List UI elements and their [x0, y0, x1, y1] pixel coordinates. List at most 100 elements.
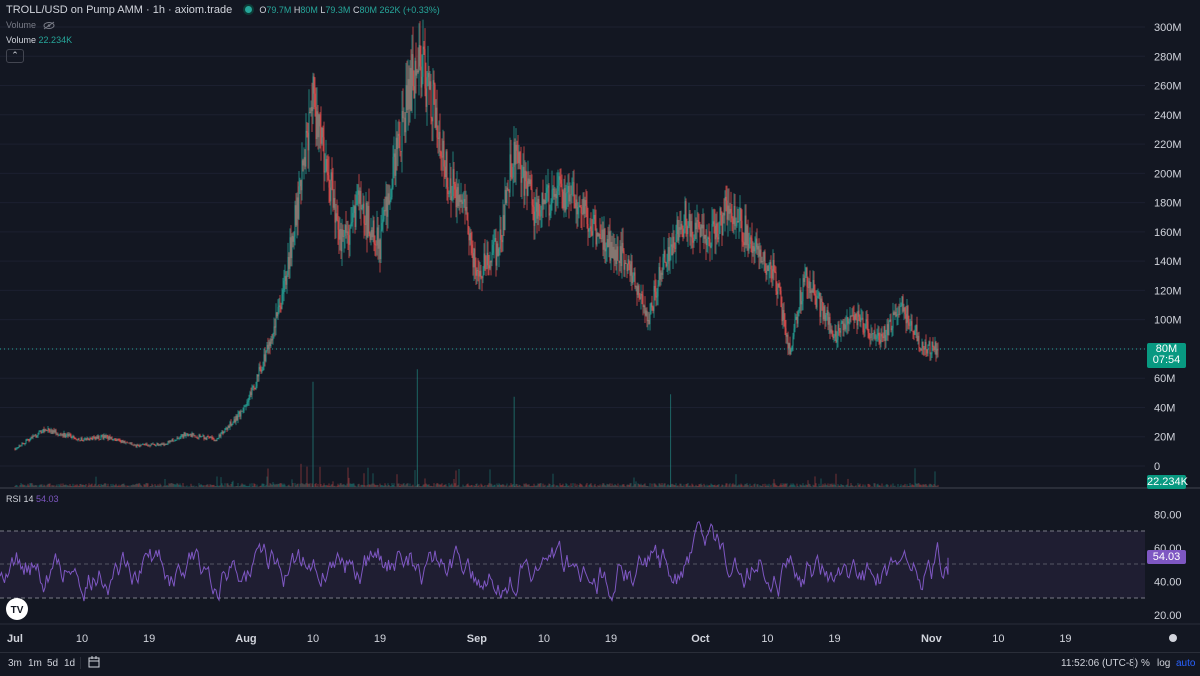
candle-body: [347, 231, 349, 236]
volume-bar: [56, 484, 58, 488]
volume-bar: [919, 484, 921, 488]
volume-bar: [835, 473, 837, 488]
candle-body: [566, 192, 568, 194]
candle-body: [447, 186, 449, 194]
volume-bar: [707, 485, 709, 488]
rsi-pane: [0, 520, 1145, 603]
price-axis-label: 160M: [1154, 227, 1182, 239]
collapse-legend-button[interactable]: ⌃: [6, 49, 24, 63]
volume-bar: [603, 483, 605, 488]
candle-body: [567, 185, 569, 193]
volume-bar: [781, 485, 783, 488]
range-5d-button[interactable]: 5d: [47, 658, 59, 669]
candle-body: [705, 234, 707, 246]
volume-bar: [169, 483, 171, 488]
volume-bar: [457, 484, 459, 488]
candle-body: [918, 335, 920, 348]
volume-legend[interactable]: Volume 22.234K: [6, 35, 72, 45]
symbol-title[interactable]: TROLL/USD on Pump AMM · 1h · axiom.trade: [6, 4, 233, 16]
candle-body: [275, 312, 277, 328]
candle-body: [822, 302, 824, 320]
clock-timezone[interactable]: 11:52:06 (UTC-8): [1061, 658, 1139, 669]
volume-bar: [333, 485, 335, 488]
volume-bar: [841, 484, 843, 488]
volume-bar: [843, 485, 845, 488]
candle-body: [493, 241, 495, 245]
candle-body: [892, 312, 894, 329]
candle-body: [552, 188, 554, 190]
volume-bar: [112, 483, 114, 488]
candle-body: [718, 233, 720, 240]
volume-bar: [809, 484, 811, 488]
time-axis[interactable]: Jul 10 19 Aug 10 19 Sep 10 19 Oct 10 19 Nov 10 19: [7, 633, 1072, 645]
volume-visibility-row[interactable]: Volume: [6, 20, 55, 30]
candle-body: [327, 172, 329, 176]
symbol-legend[interactable]: TROLL/USD on Pump AMM · 1h · axiom.trade…: [6, 4, 440, 16]
candle-body: [643, 305, 645, 307]
volume-bar: [663, 483, 665, 488]
candle-body: [905, 314, 907, 324]
candle-body: [259, 367, 261, 370]
volume-bar: [613, 485, 615, 488]
volume-series: [14, 369, 939, 488]
volume-bar: [19, 485, 21, 488]
candle-body: [88, 438, 90, 441]
candle-body: [462, 201, 464, 204]
volume-bar: [94, 483, 96, 488]
candle-body: [846, 317, 848, 326]
eye-off-icon[interactable]: [43, 20, 55, 30]
candle-body: [766, 265, 768, 275]
candle-body: [542, 192, 544, 205]
volume-bar: [662, 485, 664, 488]
candle-body: [862, 317, 864, 333]
candle-body: [324, 171, 326, 173]
volume-bar: [117, 485, 119, 488]
volume-bar: [639, 484, 641, 488]
candlestick-series[interactable]: [14, 19, 939, 451]
price-axis[interactable]: 300M280M260M240M220M200M180M160M140M120M…: [1154, 22, 1182, 473]
candle-body: [560, 179, 562, 184]
candle-body: [642, 295, 644, 307]
log-scale-toggle[interactable]: log: [1157, 658, 1171, 669]
candle-body: [680, 223, 682, 230]
volume-bar: [776, 485, 778, 488]
candle-body: [523, 166, 525, 196]
candle-body: [137, 444, 139, 446]
candle-body: [118, 439, 120, 440]
volume-bar: [738, 484, 740, 488]
volume-bar: [383, 485, 385, 488]
auto-scale-toggle[interactable]: auto: [1176, 658, 1196, 669]
candle-body: [446, 151, 448, 187]
volume-bar: [498, 483, 500, 488]
candle-body: [791, 345, 793, 350]
candle-body: [86, 437, 88, 440]
candle-body: [815, 295, 817, 308]
volume-bar: [556, 485, 558, 488]
tradingview-logo[interactable]: TV: [6, 598, 28, 620]
volume-bar: [47, 483, 49, 488]
calendar-goto-icon[interactable]: [88, 656, 101, 671]
candle-body: [708, 237, 710, 239]
axis-settings-dot[interactable]: [1169, 634, 1177, 642]
candle-body: [169, 440, 171, 443]
range-1m-button[interactable]: 1m: [28, 658, 42, 669]
volume-bar: [127, 485, 129, 488]
candle-body: [857, 310, 859, 326]
candle-body: [183, 432, 185, 438]
percent-scale-toggle[interactable]: %: [1141, 658, 1150, 669]
candle-body: [32, 435, 34, 438]
volume-bar: [675, 483, 677, 488]
volume-bar: [305, 483, 307, 488]
volume-bar: [61, 485, 63, 488]
volume-bar: [306, 466, 308, 488]
volume-bar: [27, 483, 29, 488]
candle-body: [576, 199, 578, 215]
price-axis-label: 260M: [1154, 81, 1182, 93]
rsi-legend[interactable]: RSI 14 54.03: [6, 494, 59, 504]
range-1d-button[interactable]: 1d: [64, 658, 76, 669]
candle-body: [864, 328, 866, 333]
candle-body: [620, 246, 622, 267]
candle-body: [17, 447, 19, 449]
range-3m-button[interactable]: 3m: [8, 658, 22, 669]
